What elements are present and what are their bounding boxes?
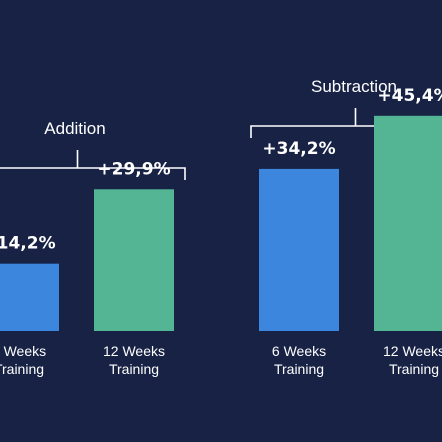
category-tick-label: 12 Weeks Training (383, 343, 442, 377)
group-label-subtraction: Subtraction (311, 77, 397, 96)
group-bracket-addition (0, 150, 186, 180)
bar (0, 263, 59, 331)
bar-value-label: +14,2% (0, 234, 56, 254)
bar-value-label: +45,4% (377, 86, 442, 106)
bar-value-label: +34,2% (262, 139, 335, 159)
group-bracket-subtraction (250, 108, 442, 138)
bar-value-label: +29,9% (97, 159, 170, 179)
group-label-addition: Addition (44, 119, 105, 138)
bar (94, 189, 174, 331)
bar (374, 115, 442, 331)
bar (259, 168, 339, 331)
category-tick-label: 12 Weeks Training (103, 343, 165, 377)
